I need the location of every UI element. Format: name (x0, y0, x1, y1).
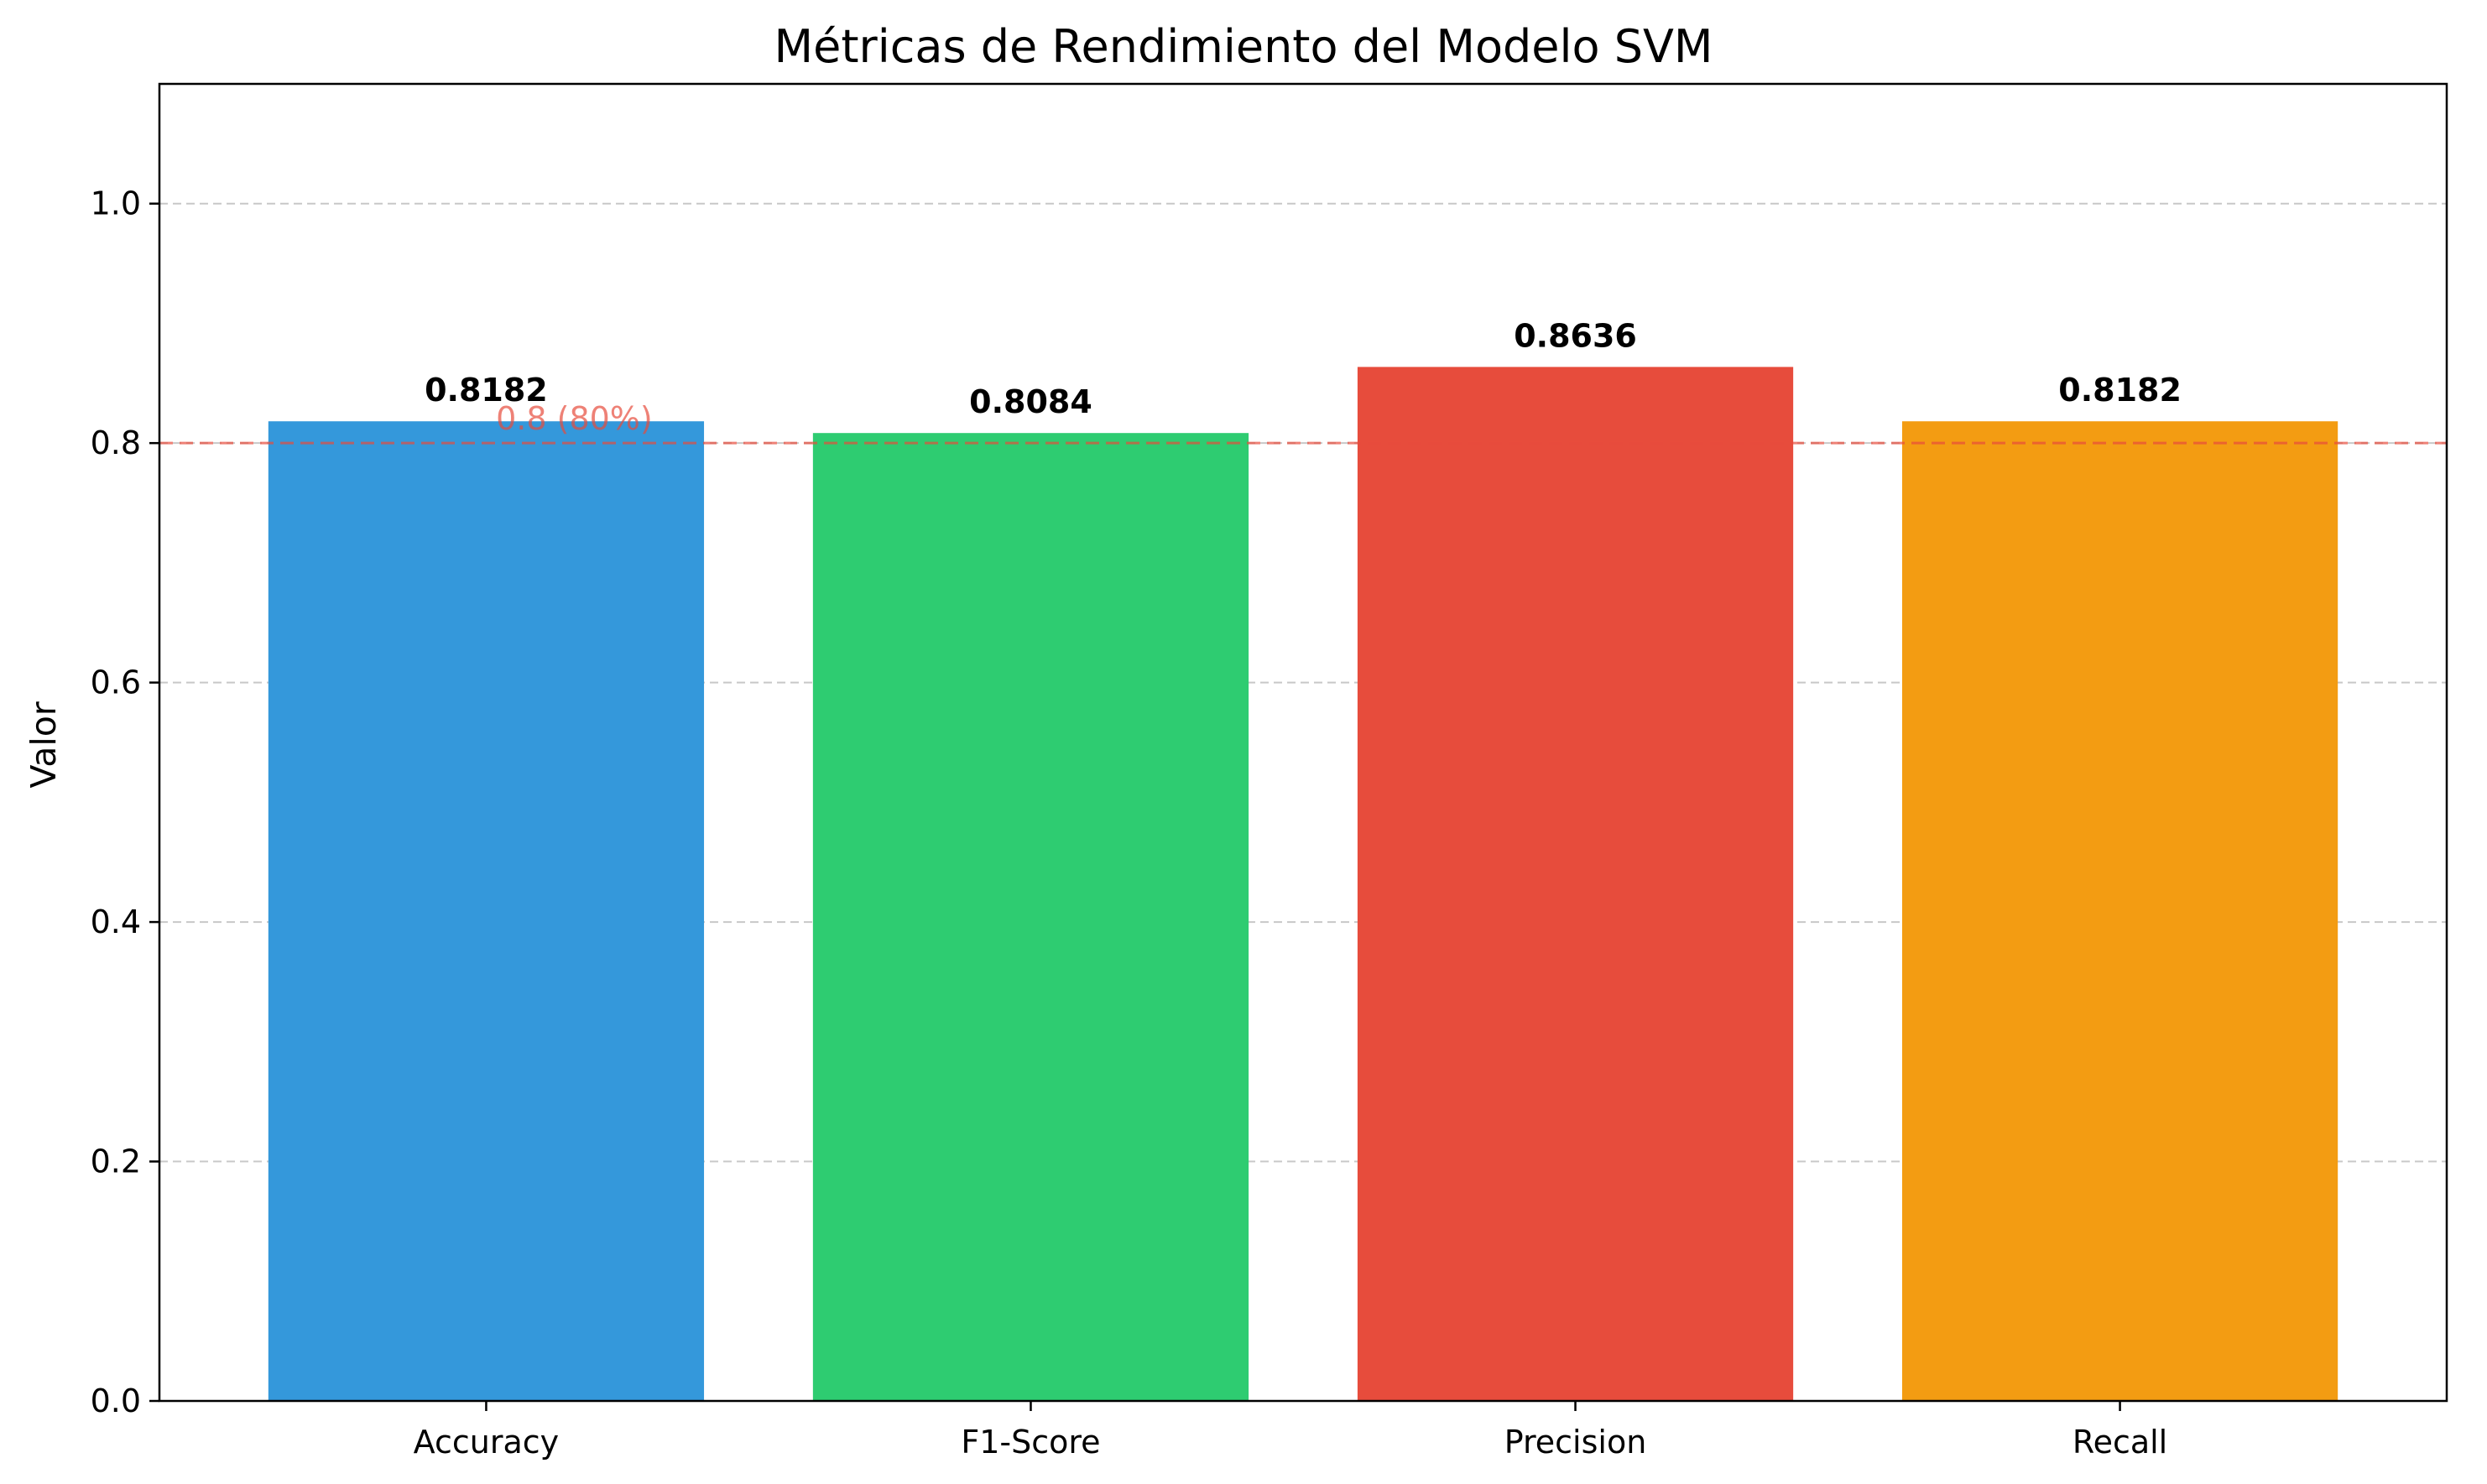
x-tick-label: F1-Score (961, 1424, 1100, 1461)
y-tick-label: 0.2 (91, 1143, 141, 1180)
x-axis-ticks: Accuracy F1-Score Precision Recall (414, 1401, 2167, 1461)
chart-title: Métricas de Rendimiento del Modelo SVM (774, 20, 1713, 73)
y-tick-label: 0.4 (91, 903, 141, 940)
reference-line-label: 0.8 (80%) (496, 400, 653, 437)
x-tick-label: Precision (1504, 1424, 1647, 1461)
y-axis-ticks: 0.0 0.2 0.4 0.6 0.8 1.0 (91, 185, 159, 1419)
bar-accuracy (268, 421, 705, 1401)
bar-value-label: 0.8084 (969, 383, 1092, 420)
y-tick-label: 0.6 (91, 664, 141, 701)
bar-value-label: 0.8182 (425, 372, 548, 409)
plot-frame (158, 82, 2448, 1403)
bars (268, 367, 2338, 1402)
y-tick-label: 0.8 (91, 424, 141, 461)
bar-f1-score (812, 433, 1249, 1401)
x-tick-label: Recall (2072, 1424, 2167, 1461)
bar-recall (1901, 421, 2338, 1401)
x-tick-label: Accuracy (414, 1424, 560, 1461)
bar-value-labels: 0.8182 0.8084 0.8636 0.8182 (425, 317, 2182, 420)
y-tick-label: 0.0 (91, 1382, 141, 1419)
y-axis-label: Valor (23, 701, 64, 788)
reference-line-group: 0.8 (80%) (159, 400, 2447, 445)
bar-value-label: 0.8182 (2058, 372, 2182, 409)
bar-precision (1357, 367, 1794, 1402)
y-tick-label: 1.0 (91, 185, 141, 222)
bar-value-label: 0.8636 (1514, 317, 1637, 354)
